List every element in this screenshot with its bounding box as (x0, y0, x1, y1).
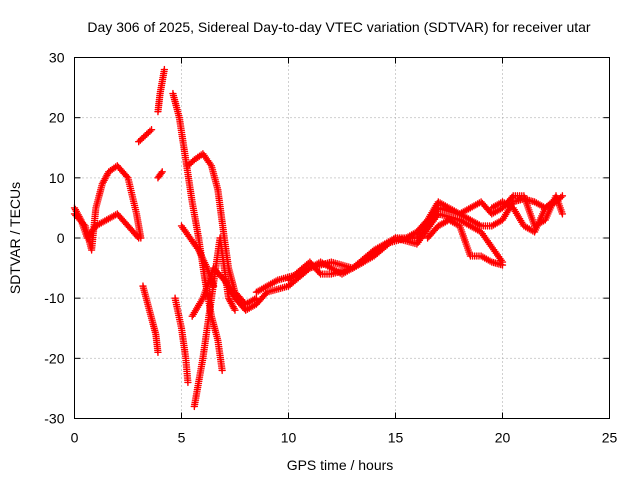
x-tick-label: 0 (71, 430, 79, 446)
y-tick-labels: -30 -20 -10 0 10 20 30 (44, 50, 64, 427)
data-point (231, 306, 239, 314)
y-tick-label: -30 (44, 411, 64, 427)
series-track-e (154, 168, 166, 182)
plot-frame (74, 57, 610, 419)
data-point (184, 378, 192, 387)
series-track-a (70, 162, 145, 254)
series-track-p (488, 195, 560, 236)
data-point (558, 192, 567, 200)
series-track-d (135, 126, 156, 146)
data-point (158, 168, 166, 176)
x-tick-label: 15 (388, 430, 404, 446)
x-tick-label: 5 (178, 430, 186, 446)
data-point (147, 126, 156, 134)
series-track-h (171, 294, 192, 387)
data-point (558, 210, 567, 218)
data-point (160, 65, 169, 74)
data-point (218, 366, 226, 375)
series-track-g (169, 89, 226, 375)
x-tick-labels: 0 5 10 15 20 25 (71, 430, 618, 446)
data-point (154, 348, 162, 357)
series-track-o (423, 216, 507, 269)
y-tick-label: 10 (49, 170, 65, 186)
x-tick-label: 10 (281, 430, 297, 446)
chart-title: Day 306 of 2025, Sidereal Day-to-day VTE… (87, 19, 591, 35)
series-track-c (139, 282, 162, 357)
series-track-b (70, 204, 143, 242)
x-axis-label: GPS time / hours (287, 457, 394, 473)
y-tick-label: -10 (44, 290, 64, 306)
data-marks (70, 65, 567, 411)
y-tick-label: 0 (57, 230, 65, 246)
y-tick-label: 30 (49, 50, 65, 66)
series-track-f (154, 65, 169, 116)
x-tick-label: 20 (495, 430, 511, 446)
y-axis-label: SDTVAR / TECUs (7, 182, 23, 294)
y-tick-label: 20 (49, 110, 65, 126)
data-point (135, 234, 143, 242)
data-point (552, 195, 560, 203)
y-tick-label: -20 (44, 350, 64, 366)
x-tick-label: 25 (602, 430, 618, 446)
data-point (498, 261, 507, 269)
